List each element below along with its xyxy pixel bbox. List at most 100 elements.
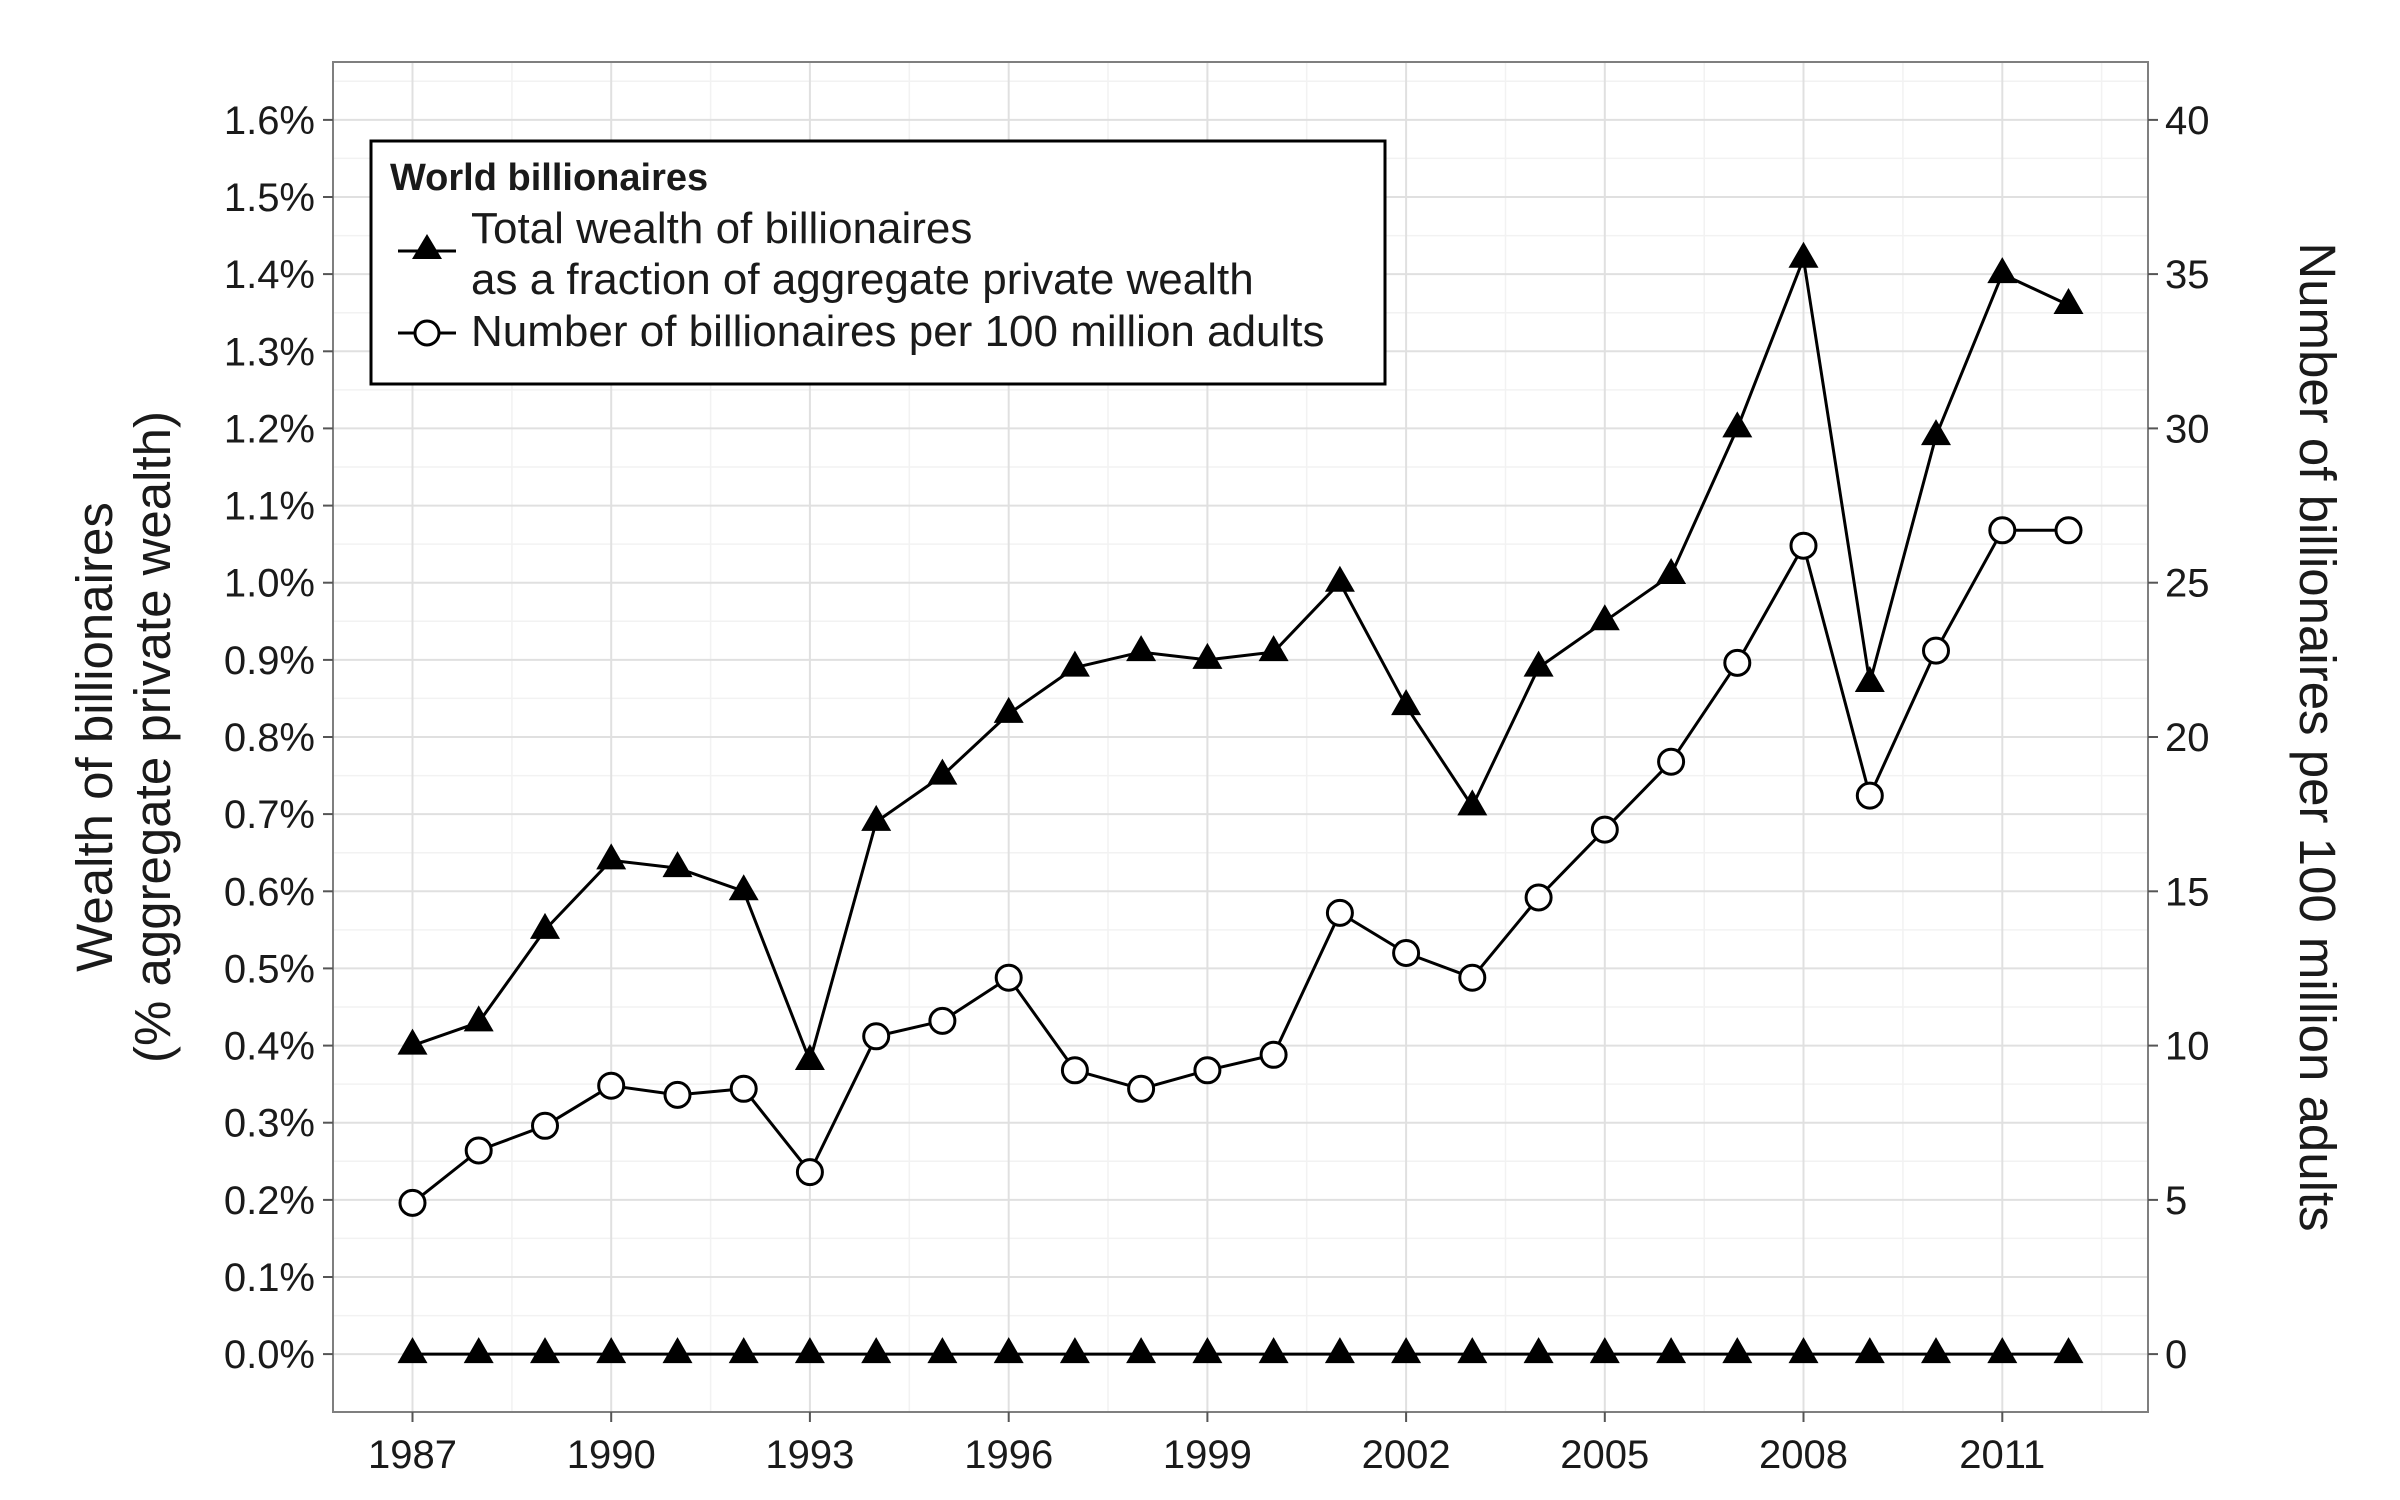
data-point-triangle — [1854, 1337, 1885, 1364]
data-point-triangle — [1391, 1337, 1422, 1364]
left-tick-label: 0.3% — [224, 1102, 315, 1146]
data-point-triangle — [993, 1337, 1024, 1364]
data-point-triangle — [662, 851, 693, 878]
data-point-circle — [1723, 648, 1752, 677]
data-point-circle — [862, 1022, 891, 1051]
left-axis-title-line2: (% aggregate private wealth) — [124, 411, 181, 1063]
data-point-triangle — [927, 758, 958, 785]
left-tick-label: 1.0% — [224, 562, 315, 606]
data-point-triangle — [2053, 288, 2084, 314]
data-point-triangle — [463, 1005, 494, 1032]
right-tick-label: 40 — [2165, 99, 2210, 143]
data-point-triangle — [596, 843, 627, 870]
x-tick-label: 1993 — [765, 1433, 854, 1477]
right-axis: 0 5 10 15 20 25 30 35 40 — [2148, 99, 2210, 1377]
left-tick-label: 1.4% — [224, 253, 315, 297]
data-point-triangle — [1589, 1337, 1620, 1364]
data-point-triangle — [1987, 257, 2018, 284]
left-axis: 0.0% 0.1% 0.2% 0.3% 0.4% 0.5% 0.6% 0.7% 0.8% 0.9%… — [224, 99, 333, 1377]
legend-box — [369, 139, 1387, 386]
data-point-circle — [1988, 516, 2017, 545]
data-point-triangle — [1059, 1337, 1090, 1364]
data-point-triangle — [993, 696, 1024, 723]
data-point-circle — [663, 1080, 692, 1109]
data-point-triangle — [1656, 1337, 1687, 1364]
x-tick-label: 1996 — [964, 1433, 1053, 1477]
data-point-triangle — [596, 1337, 627, 1364]
data-point-triangle — [1523, 650, 1554, 677]
legend-label-wealth-line1: Total wealth of billionaires — [471, 204, 972, 253]
data-point-circle — [1060, 1056, 1089, 1085]
left-tick-label: 1.3% — [224, 330, 315, 374]
x-tick-label: 1990 — [567, 1433, 656, 1477]
data-point-circle — [2054, 516, 2083, 545]
right-tick-label: 30 — [2165, 407, 2210, 451]
data-point-triangle — [1656, 558, 1687, 584]
x-tick-label: 2011 — [1959, 1433, 2045, 1477]
data-point-triangle — [1921, 419, 1951, 446]
x-tick-label: 2005 — [1560, 1433, 1649, 1477]
data-point-triangle — [463, 1337, 494, 1364]
left-tick-label: 0.2% — [224, 1179, 315, 1223]
right-tick-label: 5 — [2165, 1179, 2187, 1223]
data-point-circle — [464, 1136, 493, 1165]
left-tick-label: 0.1% — [224, 1256, 315, 1300]
right-axis-title: Number of billionaires per 100 million a… — [2289, 242, 2346, 1231]
left-tick-label: 0.9% — [224, 639, 315, 683]
right-tick-label: 10 — [2165, 1025, 2210, 1069]
legend-label-wealth-line2: as a fraction of aggregate private wealt… — [471, 255, 1254, 304]
x-tick-label: 1987 — [368, 1433, 457, 1477]
data-point-circle — [1590, 815, 1619, 844]
data-point-circle — [1259, 1040, 1288, 1069]
data-point-triangle — [794, 1337, 825, 1364]
data-point-circle — [1524, 883, 1553, 912]
data-point-triangle — [861, 1337, 892, 1364]
left-tick-label: 1.6% — [224, 99, 315, 143]
x-axis: 1987 1990 1993 1996 1999 2002 2005 2008 2011 — [368, 1412, 2045, 1477]
right-tick-label: 0 — [2165, 1333, 2187, 1377]
data-point-circle — [1127, 1074, 1156, 1103]
data-point-circle — [597, 1071, 626, 1100]
x-tick-label: 2008 — [1759, 1433, 1848, 1477]
data-point-circle — [1855, 781, 1884, 810]
data-point-triangle — [1391, 689, 1422, 716]
data-point-triangle — [662, 1337, 693, 1364]
data-point-triangle — [1457, 1337, 1488, 1364]
data-point-triangle — [1324, 1337, 1355, 1364]
right-tick-label: 15 — [2165, 870, 2210, 914]
data-point-circle — [1789, 531, 1818, 560]
left-tick-label: 0.7% — [224, 793, 315, 837]
right-tick-label: 35 — [2165, 253, 2210, 297]
data-point-triangle — [794, 1044, 825, 1070]
left-tick-label: 0.4% — [224, 1025, 315, 1069]
data-point-triangle — [1126, 635, 1157, 662]
data-point-circle — [1458, 963, 1487, 992]
data-point-circle — [1657, 747, 1686, 776]
left-tick-label: 1.5% — [224, 176, 315, 220]
data-point-triangle — [1192, 1337, 1223, 1364]
data-point-circle — [1922, 636, 1950, 665]
data-point-triangle — [1192, 642, 1223, 669]
data-point-triangle — [1987, 1337, 2018, 1364]
data-point-circle — [994, 963, 1023, 992]
legend-circle-marker — [413, 319, 441, 347]
legend-title: World billionaires — [390, 157, 708, 199]
data-point-triangle — [1059, 650, 1090, 677]
series-markers — [397, 241, 2084, 1364]
data-point-triangle — [1126, 1337, 1157, 1364]
data-point-triangle — [397, 1337, 428, 1364]
data-point-circle — [1193, 1056, 1222, 1085]
data-point-triangle — [1324, 565, 1355, 592]
data-point-triangle — [1258, 1337, 1289, 1364]
data-point-triangle — [397, 1028, 428, 1055]
data-point-triangle — [1788, 241, 1819, 268]
data-point-triangle — [530, 912, 560, 939]
data-point-circle — [928, 1006, 957, 1035]
right-tick-label: 20 — [2165, 716, 2210, 760]
data-point-circle — [531, 1111, 559, 1140]
data-point-triangle — [927, 1337, 958, 1364]
left-tick-label: 0.0% — [224, 1333, 315, 1377]
data-point-triangle — [861, 804, 892, 831]
data-point-triangle — [1457, 789, 1488, 816]
